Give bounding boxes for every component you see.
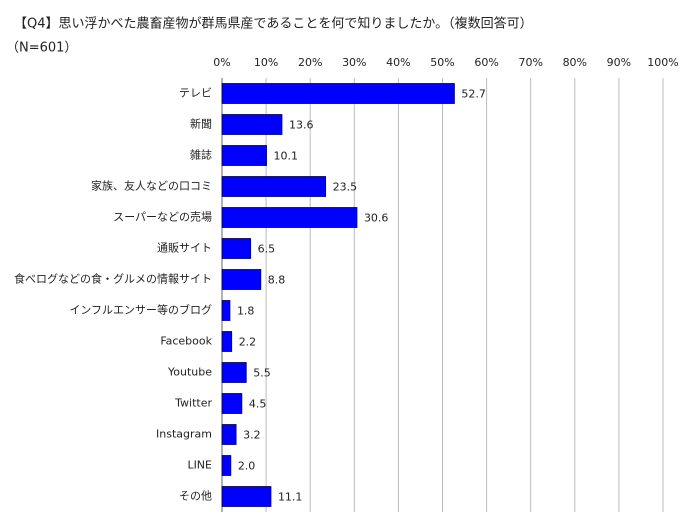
data-label: 2.0 [238, 460, 256, 473]
bar [221, 331, 233, 352]
x-tick-label: 0% [213, 56, 230, 69]
bar [221, 114, 283, 135]
bar [221, 393, 243, 414]
chart-title: 【Q4】思い浮かべた農畜産物が群馬県産であることを何で知りましたか。（複数回答可… [14, 16, 533, 32]
x-tick-label: 90% [607, 56, 631, 69]
bar [221, 486, 272, 507]
x-tick-label: 80% [563, 56, 587, 69]
y-tick-label: Facebook [160, 335, 212, 348]
y-tick-label: Youtube [167, 366, 212, 379]
y-tick-label: 食べログなどの食・グルメの情報サイト [14, 272, 212, 286]
bar [221, 424, 237, 445]
data-label: 10.1 [274, 150, 299, 163]
data-label: 1.8 [237, 305, 255, 318]
x-tick-label: 70% [518, 56, 542, 69]
y-tick-label: 通販サイト [157, 242, 212, 255]
bar [221, 300, 231, 321]
bar [221, 269, 262, 290]
y-tick-label: Twitter [174, 397, 212, 410]
chart-subtitle: （N=601） [6, 41, 77, 56]
bar [221, 238, 252, 259]
bar [221, 455, 232, 476]
data-label: 13.6 [289, 119, 314, 132]
y-tick-label: LINE [187, 459, 212, 472]
data-label: 52.7 [461, 88, 486, 101]
bar [221, 83, 455, 104]
data-label: 11.1 [278, 491, 303, 504]
y-tick-label: 雑誌 [190, 148, 212, 162]
x-tick-label: 40% [386, 56, 410, 69]
x-tick-label: 60% [474, 56, 498, 69]
data-label: 5.5 [253, 367, 271, 380]
bar [221, 176, 327, 197]
bar [221, 145, 267, 166]
y-tick-label: スーパーなどの売場 [113, 211, 212, 224]
data-label: 23.5 [333, 181, 358, 194]
data-label: 6.5 [258, 243, 276, 256]
x-tick-label: 50% [430, 56, 454, 69]
x-tick-label: 30% [342, 56, 366, 69]
x-tick-label: 20% [298, 56, 322, 69]
bar [221, 207, 358, 228]
data-label: 30.6 [364, 212, 389, 225]
x-tick-label: 10% [254, 56, 278, 69]
data-label: 4.5 [249, 398, 267, 411]
bar [221, 362, 247, 383]
data-label: 3.2 [243, 429, 261, 442]
data-label: 2.2 [239, 336, 257, 349]
y-tick-label: 新聞 [190, 117, 212, 131]
data-label: 8.8 [268, 274, 286, 287]
y-tick-label: テレビ [179, 87, 212, 100]
y-tick-label: Instagram [156, 428, 212, 441]
y-tick-label: インフルエンサー等のブログ [69, 303, 212, 317]
y-tick-label: その他 [179, 490, 212, 503]
x-tick-label: 100% [647, 56, 678, 69]
y-tick-label: 家族、友人などの口コミ [91, 179, 212, 193]
